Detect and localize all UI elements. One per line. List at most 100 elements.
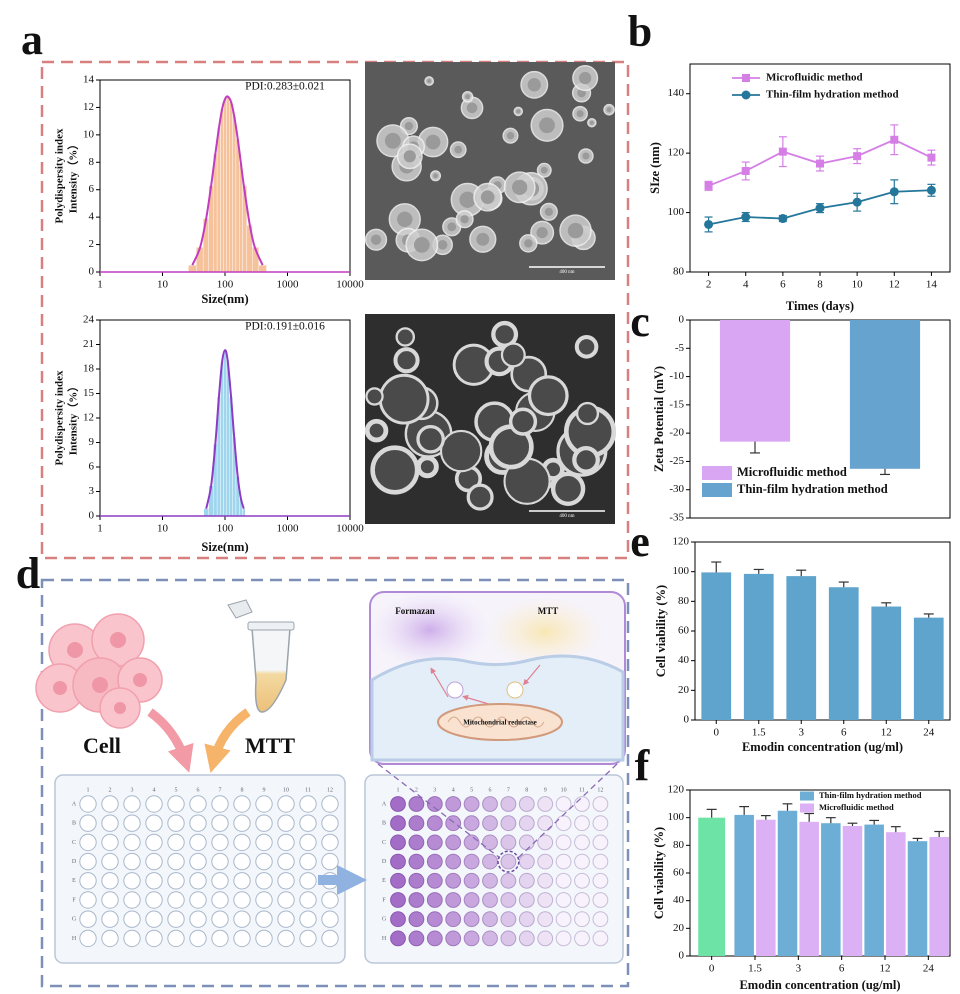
well [255, 910, 273, 928]
bar [821, 823, 841, 956]
well [101, 910, 119, 928]
well [79, 929, 97, 948]
x-tick-label: 2 [706, 279, 712, 291]
point [704, 181, 713, 190]
legend-label: Microfluidic method [819, 802, 894, 812]
well [445, 834, 462, 851]
nucleus [53, 681, 67, 695]
y-tick-label: 100 [673, 565, 690, 577]
well [500, 930, 517, 947]
well [500, 892, 517, 908]
well [426, 796, 443, 812]
well [574, 834, 590, 851]
legend-label: Thin-film hydration method [737, 482, 888, 496]
well [592, 872, 609, 889]
well [101, 891, 119, 909]
y-tick-label: -35 [669, 512, 684, 524]
y-tick-label: 0 [89, 266, 95, 278]
vesicle-core [512, 179, 528, 195]
well [145, 891, 163, 909]
plate-row-label: D [72, 859, 77, 865]
well [500, 872, 517, 889]
vesicle-core [397, 211, 413, 227]
well [277, 833, 295, 852]
well [574, 815, 590, 832]
bar [220, 108, 224, 273]
panel-label: c [630, 297, 650, 346]
well [101, 814, 119, 832]
vesicle-core [459, 191, 476, 208]
bar [734, 814, 754, 956]
y-tick-label: 140 [668, 87, 685, 99]
well [555, 930, 572, 947]
plate-row-label: G [382, 917, 387, 923]
plate-column-label: 5 [470, 787, 473, 793]
x-axis-label: Size(nm) [201, 540, 248, 554]
well [426, 872, 443, 889]
legend-label: Microfluidic method [737, 465, 847, 479]
well [445, 796, 462, 812]
annotation: PDI:0.191±0.016 [245, 321, 325, 333]
well [518, 930, 535, 947]
plate-row-label: A [72, 801, 77, 807]
y-tick-label: 0 [679, 950, 685, 962]
well [79, 891, 97, 909]
formazan-label: Formazan [395, 606, 435, 616]
vesicle [364, 418, 389, 443]
well [463, 834, 480, 851]
plate-column-label: 11 [305, 787, 311, 793]
well [255, 795, 273, 813]
nucleus [133, 673, 147, 687]
plate-column-label: 6 [197, 787, 200, 793]
vesicle-core [589, 120, 594, 125]
tube-cap [227, 599, 253, 619]
y-tick-label: -25 [669, 455, 684, 467]
well [463, 796, 480, 812]
x-axis-label: Emodin concentration (ug/ml) [742, 740, 903, 754]
vesicle-core [527, 78, 541, 92]
well [123, 852, 141, 871]
bar [886, 832, 906, 956]
legend-swatch [702, 466, 732, 480]
vesicle [572, 445, 600, 474]
annotation: PDI:0.283±0.021 [245, 81, 325, 93]
plate-row-label: G [72, 917, 77, 923]
point [704, 219, 714, 229]
x-tick-label: 12 [889, 279, 900, 291]
well [518, 911, 535, 928]
well [482, 853, 498, 870]
well [482, 872, 498, 889]
bar [223, 98, 227, 273]
well [101, 795, 119, 813]
arrow [147, 708, 194, 773]
well [101, 929, 119, 948]
x-tick-label: 24 [923, 963, 935, 975]
x-tick-label: 14 [926, 279, 938, 291]
vesicle-core [437, 240, 448, 250]
vesicle [575, 401, 600, 426]
well [445, 853, 462, 870]
bar [849, 320, 921, 469]
x-tick-label: 1.5 [748, 963, 762, 975]
well [321, 891, 339, 909]
well [555, 853, 572, 870]
well [500, 853, 517, 870]
well [79, 833, 97, 852]
vesicle [574, 335, 599, 359]
well [537, 872, 554, 889]
plate-column-label: 4 [153, 787, 156, 793]
well [390, 892, 406, 908]
well [167, 929, 185, 948]
vesicle [506, 681, 524, 699]
x-tick-label: 1000 [277, 279, 300, 291]
well [189, 891, 207, 909]
zoom-lines [377, 763, 618, 859]
well [255, 929, 273, 948]
well [408, 815, 425, 832]
well [123, 929, 141, 948]
point [778, 214, 788, 224]
well [445, 892, 462, 908]
well [408, 872, 425, 889]
y-tick-label: 24 [83, 314, 95, 326]
well [408, 911, 425, 928]
